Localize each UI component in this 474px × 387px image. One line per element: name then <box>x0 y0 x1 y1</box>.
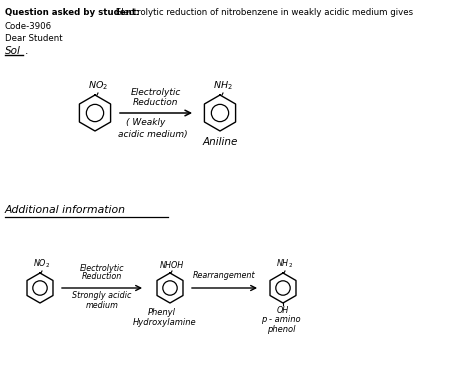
Text: ( Weakly: ( Weakly <box>126 118 166 127</box>
Text: Sol: Sol <box>5 46 21 56</box>
Text: Question asked by student:: Question asked by student: <box>5 8 139 17</box>
Text: Rearrangement: Rearrangement <box>193 271 256 280</box>
Text: Reduction: Reduction <box>82 272 122 281</box>
Text: phenol: phenol <box>267 325 295 334</box>
Text: $NH_2$: $NH_2$ <box>276 257 293 270</box>
Text: Electrolytic: Electrolytic <box>80 264 124 273</box>
Text: Strongly acidic: Strongly acidic <box>73 291 132 300</box>
Text: .: . <box>25 46 28 56</box>
Text: Electrolytic: Electrolytic <box>131 88 181 97</box>
Text: Reduction: Reduction <box>133 98 179 107</box>
Text: Dear Student: Dear Student <box>5 34 63 43</box>
Text: medium: medium <box>86 301 118 310</box>
Text: p - amino: p - amino <box>261 315 301 324</box>
Text: Aniline: Aniline <box>202 137 237 147</box>
Text: $NO_2$: $NO_2$ <box>33 257 51 270</box>
Text: Phenyl: Phenyl <box>148 308 176 317</box>
Text: $NO_2$: $NO_2$ <box>88 79 108 92</box>
Text: NHOH: NHOH <box>160 261 184 270</box>
Text: Electrolytic reduction of nitrobenzene in weakly acidic medium gives: Electrolytic reduction of nitrobenzene i… <box>113 8 413 17</box>
Text: acidic medium): acidic medium) <box>118 130 188 139</box>
Text: $NH_2$: $NH_2$ <box>213 79 233 92</box>
Text: OH: OH <box>277 306 289 315</box>
Text: Code-3906: Code-3906 <box>5 22 52 31</box>
Text: Hydroxylamine: Hydroxylamine <box>133 318 197 327</box>
Text: Additional information: Additional information <box>5 205 126 215</box>
